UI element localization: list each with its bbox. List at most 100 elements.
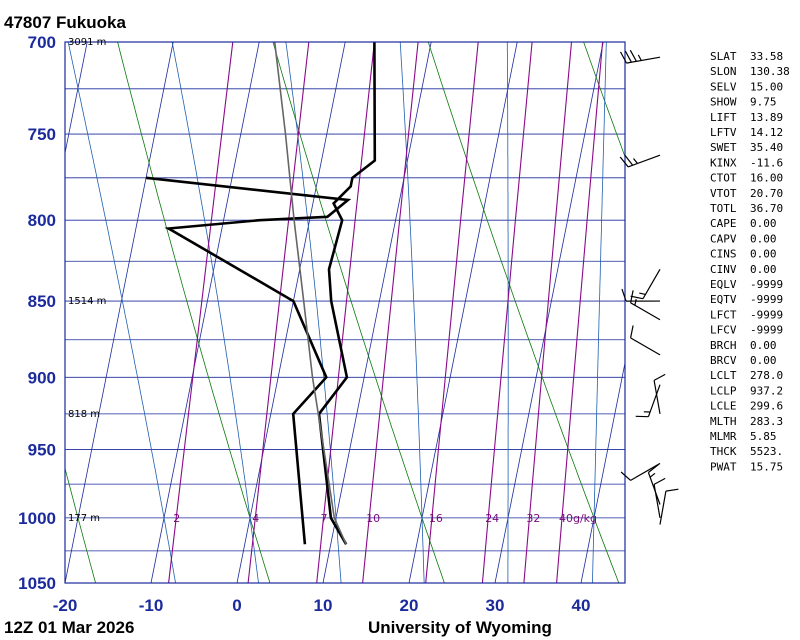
dry-adiabat xyxy=(117,42,271,583)
source-label: University of Wyoming xyxy=(368,618,552,637)
index-value: 36.70 xyxy=(750,202,783,215)
wind-barbs xyxy=(619,49,679,525)
barb-flag xyxy=(653,373,666,381)
barb-flag xyxy=(619,156,629,168)
index-value: 15.75 xyxy=(750,460,783,473)
index-key: LIFT xyxy=(710,111,737,124)
index-key: CTOT xyxy=(710,172,737,185)
moist-adiabat xyxy=(171,42,259,583)
temperature-tick-label: 40 xyxy=(572,596,591,615)
index-value: 937.2 xyxy=(750,384,783,397)
index-key: SHOW xyxy=(710,96,737,109)
barb-half-flag xyxy=(637,54,642,61)
axis-labels: 2 4 7 10 16 24 32 40g/kg70075080085090095010001… xyxy=(18,33,597,615)
barb-half-flag xyxy=(639,292,646,295)
index-key: LCLE xyxy=(710,400,737,413)
barb-flag xyxy=(630,295,644,300)
pressure-tick-label: 750 xyxy=(28,125,56,144)
wind-barb xyxy=(659,488,679,525)
barb-flag xyxy=(620,471,631,481)
mixing-ratio-line xyxy=(481,42,533,583)
mixing-ratio-label: 7 xyxy=(321,512,328,525)
index-value: 5523. xyxy=(750,445,783,458)
barb-staff xyxy=(653,380,661,414)
dewpoint-line xyxy=(145,176,352,545)
index-key: EQTV xyxy=(710,293,737,306)
wind-barb xyxy=(620,462,661,481)
pressure-tick-label: 950 xyxy=(28,441,56,460)
barb-staff xyxy=(630,302,661,321)
barb-staff xyxy=(630,337,661,356)
barb-flag xyxy=(653,477,666,485)
barb-staff xyxy=(627,154,661,168)
index-key: BRCH xyxy=(710,339,737,352)
pressure-tick-label: 850 xyxy=(28,292,56,311)
mixing-ratio-label: 16 xyxy=(429,512,443,525)
temperature-tick-label: -20 xyxy=(53,596,78,615)
index-value: 0.00 xyxy=(750,263,777,276)
time-label: 12Z 01 Mar 2026 xyxy=(4,618,134,637)
barb-half-flag xyxy=(649,472,656,478)
mixing-ratio-label: 4 xyxy=(252,512,259,525)
temperature-tick-label: 10 xyxy=(314,596,333,615)
index-key: SLAT xyxy=(710,50,737,63)
index-value: -9999 xyxy=(750,308,783,321)
index-key: SWET xyxy=(710,141,737,154)
index-value: -9999 xyxy=(750,293,783,306)
index-value: 15.00 xyxy=(750,80,783,93)
index-key: CINV xyxy=(710,263,737,276)
temperature-tick-label: 0 xyxy=(232,596,241,615)
index-key: MLMR xyxy=(710,430,737,443)
index-key: VTOT xyxy=(710,187,737,200)
parcel-line xyxy=(273,42,347,545)
index-value: 16.00 xyxy=(750,172,783,185)
moist-adiabat xyxy=(592,42,607,583)
barb-flag xyxy=(619,51,628,64)
mixing-ratio-line xyxy=(556,42,604,583)
index-value: 20.70 xyxy=(750,187,783,200)
index-key: CAPE xyxy=(710,217,737,230)
index-key: LFTV xyxy=(710,126,737,139)
dry-adiabat xyxy=(583,42,625,158)
wind-barb xyxy=(621,288,661,302)
index-key: SLON xyxy=(710,65,737,78)
moist-adiabat xyxy=(399,42,425,583)
mixing-ratio-line xyxy=(168,42,234,583)
index-value: -11.6 xyxy=(750,156,783,169)
wind-barb xyxy=(630,325,661,356)
index-value: 299.6 xyxy=(750,400,783,413)
pressure-tick-label: 700 xyxy=(28,33,56,52)
isotherm-line xyxy=(236,42,346,583)
index-value: 278.0 xyxy=(750,369,783,382)
index-key: LFCT xyxy=(710,308,737,321)
index-value: 283.3 xyxy=(750,415,783,428)
barb-half-flag xyxy=(634,298,637,306)
wind-barb xyxy=(635,384,661,418)
index-value: 130.38 xyxy=(750,65,790,78)
index-value: 33.58 xyxy=(750,50,783,63)
mixing-ratio-line xyxy=(362,42,419,583)
stability-indices: SLAT 33.58 SLON 130.38 SELV 15.00 SHOW 9.75 LIFT… xyxy=(710,50,790,473)
barb-flag xyxy=(630,325,634,339)
moist-adiabat xyxy=(67,42,176,583)
mixing-ratio-line xyxy=(523,42,573,583)
barb-flag xyxy=(621,288,627,302)
barb-staff xyxy=(630,462,661,481)
barb-half-flag xyxy=(633,158,638,164)
index-key: KINX xyxy=(710,156,737,169)
height-label: 818 m xyxy=(68,409,100,420)
background-lines xyxy=(65,42,625,583)
isotherm-line xyxy=(322,42,432,583)
barb-staff xyxy=(647,472,661,505)
mixing-ratio-line xyxy=(425,42,479,583)
wind-barb xyxy=(630,268,661,300)
barb-staff xyxy=(659,490,667,525)
wind-barb xyxy=(619,154,661,168)
index-key: LCLP xyxy=(710,384,737,397)
pressure-tick-label: 1000 xyxy=(18,509,56,528)
index-value: 0.00 xyxy=(750,217,777,230)
mixing-ratio-label: 2 xyxy=(173,512,180,525)
temperature-tick-label: -10 xyxy=(139,596,164,615)
barb-flag xyxy=(624,154,634,166)
temperature-tick-label: 20 xyxy=(400,596,419,615)
